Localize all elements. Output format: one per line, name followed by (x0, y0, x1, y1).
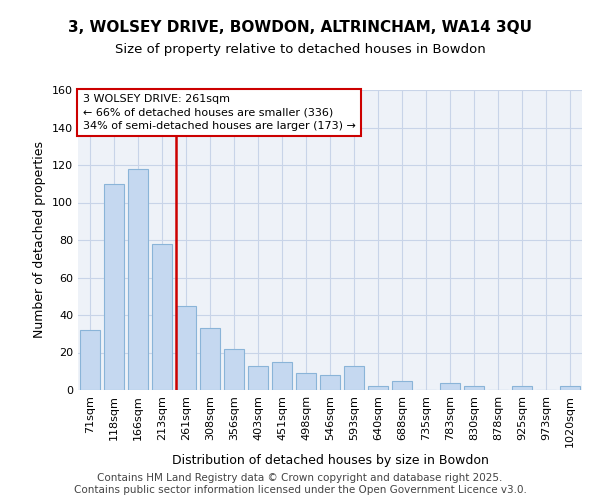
Bar (440, 382, 460, 390)
Bar (200, 328, 220, 390)
Text: 3, WOLSEY DRIVE, BOWDON, ALTRINCHAM, WA14 3QU: 3, WOLSEY DRIVE, BOWDON, ALTRINCHAM, WA1… (68, 20, 532, 35)
Bar (80, 330, 100, 390)
Bar (320, 375, 340, 390)
Bar (224, 349, 244, 390)
Y-axis label: Number of detached properties: Number of detached properties (34, 142, 46, 338)
Bar (464, 386, 484, 390)
Bar (296, 373, 316, 390)
Text: 3 WOLSEY DRIVE: 261sqm
← 66% of detached houses are smaller (336)
34% of semi-de: 3 WOLSEY DRIVE: 261sqm ← 66% of detached… (83, 94, 356, 131)
Bar (152, 244, 172, 390)
Bar (176, 306, 196, 390)
Bar (368, 386, 388, 390)
Bar (560, 386, 580, 390)
X-axis label: Distribution of detached houses by size in Bowdon: Distribution of detached houses by size … (172, 454, 488, 466)
Bar (272, 362, 292, 390)
Text: Size of property relative to detached houses in Bowdon: Size of property relative to detached ho… (115, 42, 485, 56)
Bar (128, 169, 148, 390)
Bar (512, 386, 532, 390)
Bar (344, 366, 364, 390)
Text: Contains HM Land Registry data © Crown copyright and database right 2025.
Contai: Contains HM Land Registry data © Crown c… (74, 474, 526, 495)
Bar (104, 184, 124, 390)
Bar (248, 366, 268, 390)
Bar (392, 380, 412, 390)
